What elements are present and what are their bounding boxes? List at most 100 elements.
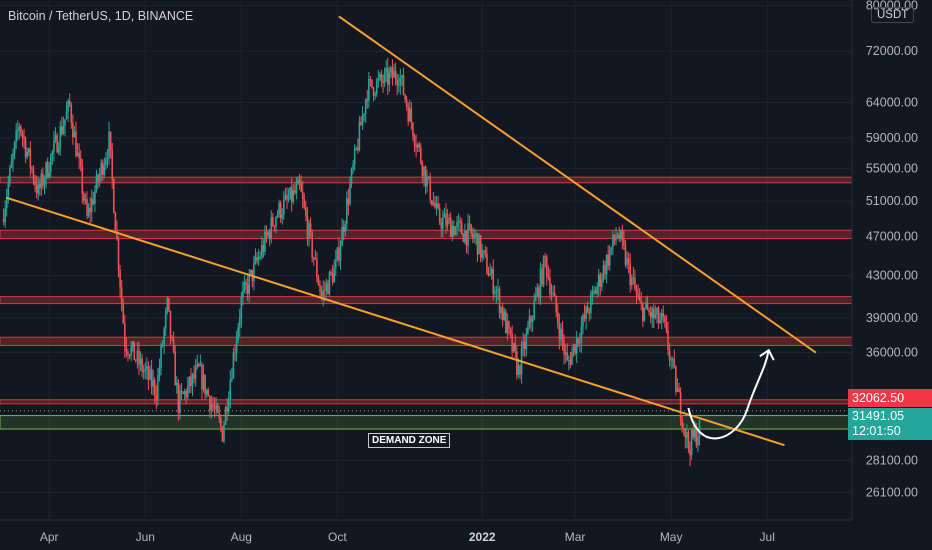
candle-body bbox=[114, 212, 117, 231]
candle-body bbox=[298, 179, 301, 183]
candle-body bbox=[627, 258, 630, 263]
candle-body bbox=[410, 108, 413, 123]
candle-body bbox=[97, 175, 99, 182]
currency-button[interactable]: USDT bbox=[871, 7, 915, 23]
candle-body bbox=[268, 232, 271, 240]
candle-body bbox=[590, 294, 592, 314]
candle-body bbox=[657, 308, 660, 323]
candle-body bbox=[275, 217, 277, 227]
candle-body bbox=[46, 162, 49, 177]
candle-body bbox=[569, 359, 572, 365]
candle-body bbox=[505, 311, 507, 334]
candle-body bbox=[594, 290, 597, 294]
candle-body bbox=[328, 272, 331, 295]
candle-body bbox=[344, 223, 347, 233]
candle-body bbox=[616, 234, 619, 238]
candle-body bbox=[415, 144, 417, 148]
candle-body bbox=[678, 388, 680, 392]
candle-body bbox=[79, 158, 82, 167]
candle-body bbox=[306, 216, 309, 239]
candle-body bbox=[227, 399, 230, 412]
y-tick-label: 47000.00 bbox=[866, 230, 918, 244]
candle-body bbox=[16, 130, 19, 132]
candle-body bbox=[31, 167, 33, 170]
candle-body bbox=[413, 136, 416, 145]
candle-body bbox=[383, 71, 386, 84]
candle-body bbox=[303, 199, 306, 208]
candle-body bbox=[138, 350, 140, 365]
candle-body bbox=[501, 307, 504, 320]
candle-body bbox=[135, 360, 137, 362]
candle-body bbox=[456, 222, 458, 228]
candle-body bbox=[32, 169, 35, 181]
candle-body bbox=[260, 245, 263, 257]
candle-body bbox=[87, 207, 90, 216]
candle-body bbox=[552, 292, 554, 294]
candle-body bbox=[637, 294, 639, 298]
y-tick-label: 59000.00 bbox=[866, 131, 918, 145]
candle-body bbox=[234, 352, 236, 354]
candle-body bbox=[429, 176, 432, 201]
candle-body bbox=[26, 152, 28, 158]
candle-body bbox=[201, 364, 203, 390]
candle-body bbox=[689, 449, 691, 456]
candle-body bbox=[514, 343, 517, 352]
candle-body bbox=[659, 320, 661, 323]
candle-body bbox=[380, 73, 383, 81]
candle-body bbox=[81, 166, 84, 194]
y-tick-label: 51000.00 bbox=[866, 194, 918, 208]
candle-body bbox=[421, 162, 424, 177]
candle-body bbox=[311, 231, 313, 258]
candle-body bbox=[89, 207, 91, 213]
candle-body bbox=[418, 144, 421, 148]
candle-body bbox=[582, 315, 584, 327]
candle-body bbox=[621, 231, 624, 240]
candle-body bbox=[341, 226, 343, 246]
candle-body bbox=[374, 94, 376, 96]
candle-body bbox=[544, 256, 546, 258]
candle-body bbox=[5, 196, 8, 209]
candle-body bbox=[289, 187, 291, 199]
candle-body bbox=[323, 289, 326, 291]
candle-body bbox=[54, 135, 57, 141]
y-tick-label: 26100.00 bbox=[866, 485, 918, 499]
candle-body bbox=[106, 157, 109, 159]
price-axis-panel bbox=[852, 0, 932, 550]
candle-body bbox=[599, 274, 602, 287]
candle-body bbox=[40, 173, 43, 189]
candle-body bbox=[471, 233, 474, 238]
candle-body bbox=[420, 147, 422, 163]
candle-body bbox=[495, 290, 498, 293]
candle-body bbox=[213, 407, 216, 409]
candle-body bbox=[220, 418, 222, 427]
candle-body bbox=[150, 369, 153, 387]
candle-body bbox=[632, 277, 635, 279]
candle-body bbox=[626, 258, 628, 265]
candle-body bbox=[168, 297, 170, 311]
candle-body bbox=[209, 395, 211, 411]
candle-body bbox=[366, 99, 369, 101]
candle-body bbox=[460, 222, 463, 235]
candle-body bbox=[120, 287, 123, 303]
candle-body bbox=[358, 121, 361, 151]
candle-body bbox=[218, 412, 221, 419]
candle-body bbox=[23, 136, 25, 140]
candle-body bbox=[133, 341, 136, 361]
candle-body bbox=[446, 217, 449, 227]
candle-body bbox=[333, 267, 336, 283]
candle-body bbox=[608, 250, 611, 266]
candle-body bbox=[319, 285, 321, 292]
x-tick-label: Apr bbox=[40, 530, 59, 544]
candle-body bbox=[320, 291, 323, 296]
candle-body bbox=[405, 99, 408, 107]
candle-body bbox=[42, 173, 44, 186]
candle-body bbox=[492, 269, 495, 295]
y-tick-label: 72000.00 bbox=[866, 44, 918, 58]
candle-body bbox=[394, 70, 397, 80]
candle-body bbox=[660, 313, 663, 321]
y-tick-label: 39000.00 bbox=[866, 311, 918, 325]
candle-body bbox=[301, 191, 304, 200]
candle-body bbox=[188, 376, 191, 386]
candle-body bbox=[73, 131, 76, 138]
